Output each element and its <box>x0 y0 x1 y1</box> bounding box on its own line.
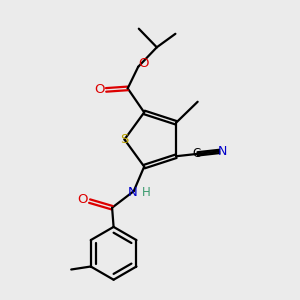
Text: C: C <box>192 147 201 161</box>
Text: O: O <box>78 193 88 206</box>
Text: H: H <box>142 186 151 199</box>
Text: O: O <box>94 83 105 96</box>
Text: N: N <box>218 145 227 158</box>
Text: N: N <box>128 186 137 199</box>
Text: S: S <box>120 133 129 146</box>
Text: O: O <box>138 57 149 70</box>
